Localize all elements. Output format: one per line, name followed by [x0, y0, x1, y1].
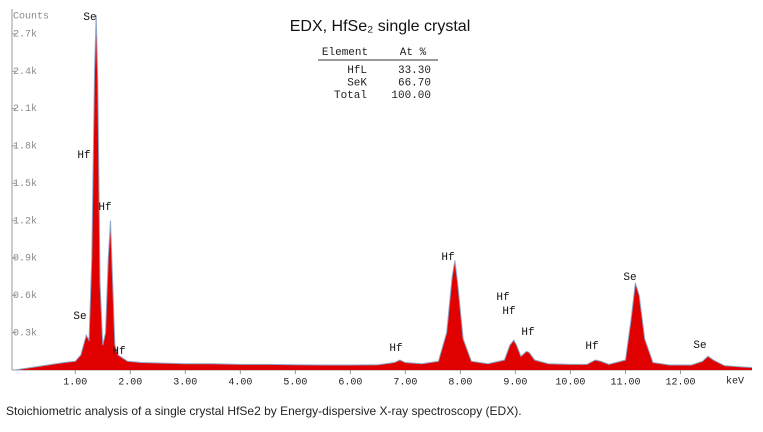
table-cell: HfL	[347, 65, 367, 77]
peak-label: Hf	[496, 292, 509, 304]
x-tick-label: 4.00	[228, 378, 252, 389]
caption: Stoichiometric analysis of a single crys…	[6, 404, 522, 418]
table-cell: 100.00	[391, 90, 431, 102]
peak-label: Hf	[585, 341, 598, 353]
x-tick-label: 9.00	[503, 378, 527, 389]
x-tick-label: 3.00	[173, 378, 197, 389]
peak-label: Hf	[389, 343, 402, 355]
x-tick-label: 5.00	[283, 378, 307, 389]
table-header: Element	[322, 47, 368, 59]
x-tick-label: 8.00	[448, 378, 472, 389]
peak-label: Hf	[521, 327, 534, 339]
table-cell: SeK	[347, 77, 367, 89]
table-cell: 33.30	[398, 65, 431, 77]
x-tick-label: 11.00	[610, 378, 640, 389]
spectrum-area	[14, 15, 752, 370]
peak-label: Se	[693, 340, 706, 352]
y-tick-label: 2.7k	[13, 29, 37, 41]
x-tick-label: 10.00	[555, 378, 585, 389]
x-tick-label: 12.00	[665, 378, 695, 389]
x-tick-label: 7.00	[393, 378, 417, 389]
y-tick-label: 2.4k	[13, 66, 37, 78]
x-tick-label: 6.00	[338, 378, 362, 389]
peak-label: Hf	[77, 150, 90, 162]
peak-label: Se	[83, 12, 96, 24]
peak-label: Hf	[441, 252, 454, 264]
table-header: At %	[400, 47, 427, 59]
y-tick-label: 0.9k	[13, 253, 37, 265]
chart-title: EDX, HfSe₂ single crystal	[290, 18, 471, 35]
table-cell: 66.70	[398, 77, 431, 89]
y-tick-label: 0.6k	[13, 290, 37, 302]
y-axis-label: Counts	[13, 12, 49, 23]
y-tick-label: 1.2k	[13, 215, 37, 227]
peak-label: Se	[623, 272, 636, 284]
y-tick-label: 1.8k	[13, 141, 37, 153]
spectrum-line	[14, 15, 753, 371]
peak-label: Hf	[112, 346, 125, 358]
x-axis-label: keV	[726, 376, 744, 388]
y-tick-label: 1.5k	[13, 178, 37, 190]
y-tick-label: 0.3k	[13, 327, 37, 339]
y-tick-label: 2.1k	[13, 103, 37, 115]
table-cell: Total	[334, 90, 367, 102]
peak-label: Hf	[98, 202, 111, 214]
peak-label: Hf	[502, 306, 515, 318]
x-tick-label: 2.00	[118, 378, 142, 389]
x-tick-label: 1.00	[63, 378, 87, 389]
peak-label: Se	[73, 311, 86, 323]
